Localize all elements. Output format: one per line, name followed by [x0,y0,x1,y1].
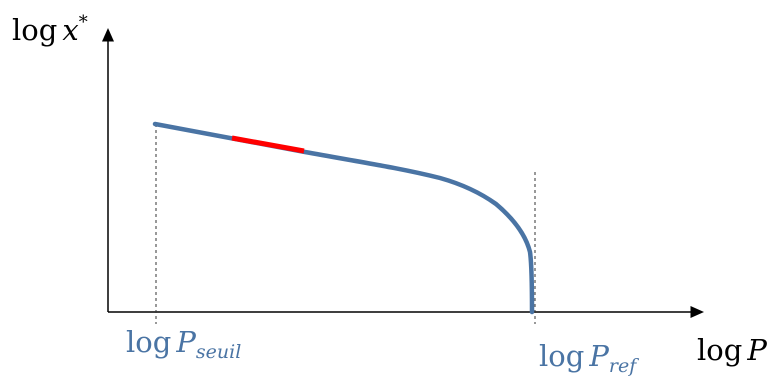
highlight-segment [231,135,305,154]
y-axis-label: log x* [12,12,88,47]
main-curve [152,121,535,315]
marker-prefix: log [539,339,585,373]
marker-var: P [589,339,609,373]
marker-label-ref: log Pref [539,342,636,376]
marker-sub: seuil [195,341,242,363]
marker-prefix: log [126,325,172,359]
x-axis-label: log P [697,333,767,367]
marker-sub: ref [608,355,637,377]
marker-label-seuil: log Pseuil [126,328,241,362]
marker-var: P [176,325,196,359]
